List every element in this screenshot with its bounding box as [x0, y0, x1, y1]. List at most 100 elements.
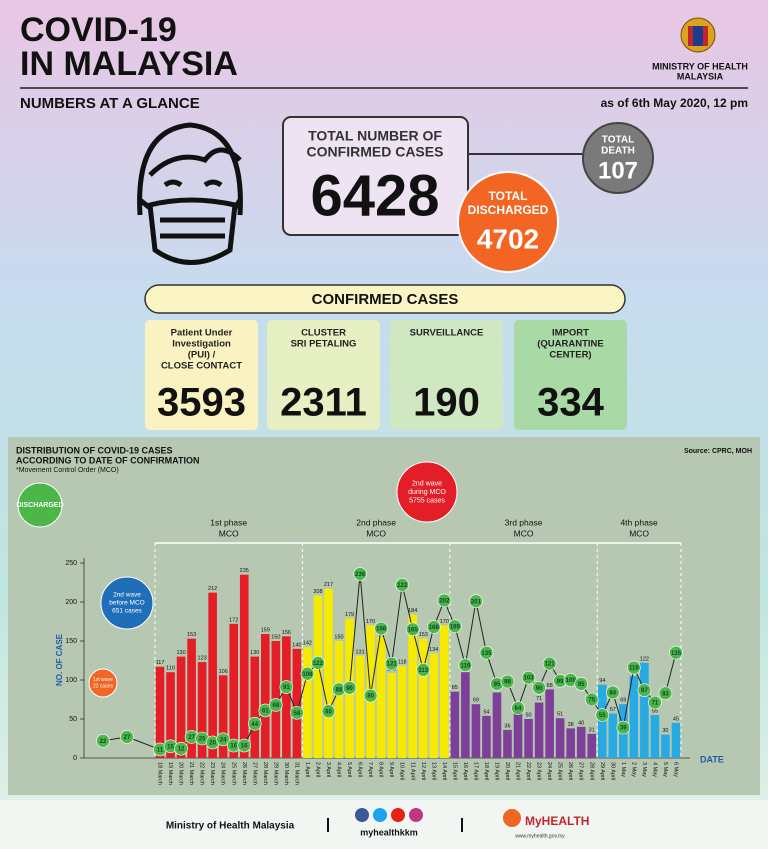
confirmed-box [282, 116, 469, 236]
bar [492, 692, 502, 758]
phase-label: 4th phase [620, 517, 658, 527]
x-tick-label: 15 April [451, 762, 457, 780]
card [267, 320, 380, 430]
discharged-marker [321, 704, 336, 719]
bar [239, 574, 249, 758]
x-tick-label: 9 April [388, 762, 394, 777]
discharged-value-label: 58 [294, 711, 301, 717]
x-tick-label: 3 May [641, 762, 647, 777]
bar-value-label: 50 [525, 712, 531, 718]
bar-value-label: 212 [208, 586, 217, 592]
bar-value-label: 156 [282, 630, 291, 636]
discharged-value-label: 20 [209, 740, 216, 746]
x-tick-label: 27 April [578, 762, 584, 780]
annotation-circle [88, 668, 118, 698]
discharged-marker [279, 680, 294, 694]
x-tick-label: 29 March [272, 762, 278, 785]
discharged-value-label: 68 [272, 703, 279, 709]
discharged-marker [637, 683, 652, 697]
bar-value-label: 38 [568, 722, 574, 728]
bar [566, 728, 575, 758]
bar [376, 636, 386, 758]
bar-value-label: 69 [620, 698, 626, 704]
discharged-value-label: 24 [220, 737, 227, 743]
card-value: 190 [413, 381, 480, 425]
discharged-value-label: 168 [429, 625, 440, 631]
discharged-marker [174, 741, 188, 756]
x-tick-label: 30 April [609, 762, 615, 780]
annotation-text: 651 cases [112, 608, 142, 615]
annotation-circle [396, 461, 458, 523]
bar-value-label: 54 [483, 709, 489, 715]
discharged-value-label: 135 [481, 651, 492, 657]
bar [534, 702, 544, 758]
bar-value-label: 71 [536, 696, 542, 702]
bar [524, 719, 533, 758]
phase-label: 2nd phase [356, 517, 396, 527]
x-tick-label: 25 March [230, 762, 236, 785]
bar [461, 672, 470, 758]
bar-value-label: 69 [473, 698, 479, 704]
mask-icon [137, 122, 243, 265]
x-tick-label: 3 April [325, 762, 331, 777]
discharged-marker [500, 674, 515, 689]
card [390, 320, 503, 430]
card [145, 320, 258, 430]
annotation-text: 5755 cases [409, 497, 445, 504]
bar-value-label: 217 [324, 582, 333, 588]
phase-label: MCO [219, 528, 239, 538]
bar [482, 715, 491, 758]
bar [208, 592, 217, 758]
discharged-value-label: 166 [376, 627, 387, 633]
bar-value-label: 153 [419, 632, 428, 638]
brand-icon [503, 809, 521, 827]
x-tick-label: 2 May [630, 762, 636, 777]
death-circle [582, 122, 654, 194]
discharged-marker [416, 663, 431, 677]
discharged-marker [616, 720, 631, 735]
discharged-marker [290, 705, 304, 720]
bar [587, 733, 597, 758]
bar-value-label: 94 [599, 678, 605, 684]
card-label: (PUI) / [188, 350, 216, 361]
annotation-text: 2nd wave [412, 480, 442, 487]
x-tick-label: 4 April [336, 762, 342, 777]
chart-title: ACCORDING TO DATE OF CONFIRMATION [16, 455, 200, 465]
x-tick-label: 23 March [209, 762, 215, 785]
card-value: 3593 [157, 381, 246, 425]
bar [429, 653, 439, 758]
discharged-value-label: 44 [251, 722, 258, 728]
ministry: MINISTRY OF HEALTH [652, 61, 748, 71]
discharged-marker [247, 716, 262, 731]
bar-value-label: 31 [589, 727, 595, 733]
y-tick-label: 100 [65, 677, 77, 684]
x-tick-label: 28 March [262, 762, 268, 785]
bar-value-label: 235 [240, 568, 249, 574]
card-value: 2311 [280, 381, 367, 425]
x-tick-label: 1 April [304, 762, 310, 777]
discharged-value-label: 16 [230, 744, 237, 750]
phase-label: MCO [366, 528, 386, 538]
bar-value-label: 170 [366, 619, 375, 625]
bar-value-label: 123 [198, 656, 207, 662]
discharged-marker [648, 695, 662, 710]
discharged-value-label: 119 [461, 663, 471, 669]
bar-value-label: 179 [345, 612, 354, 618]
bar [176, 656, 186, 758]
subtitle: NUMBERS AT A GLANCE [20, 95, 200, 112]
discharged-value-label: 16 [241, 744, 248, 750]
bar [324, 588, 333, 758]
card-value: 334 [537, 381, 604, 425]
discharged-value-label: 98 [504, 680, 511, 686]
x-tick-label: 20 March [178, 762, 184, 785]
x-tick-label: 11 April [409, 762, 415, 780]
annotation-text: 1st wave [93, 677, 113, 683]
social-icons [355, 808, 423, 822]
discharged-marker [511, 701, 525, 715]
discharged-marker [405, 622, 420, 637]
discharged-marker [658, 686, 673, 701]
bar-value-label: 150 [334, 634, 343, 640]
